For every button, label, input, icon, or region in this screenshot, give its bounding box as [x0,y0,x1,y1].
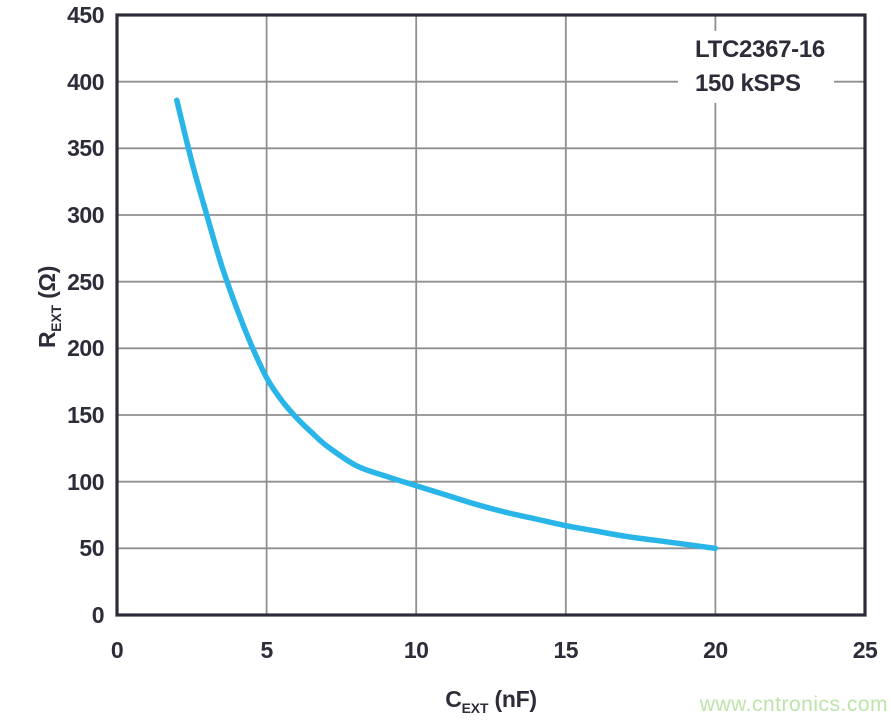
x-axis-symbol: C [445,686,462,713]
x-axis-subscript: EXT [461,700,489,716]
annotation-box: LTC2367-16 150 kSPS [678,31,834,103]
plot-frame [115,13,867,617]
y-tick-label-450: 450 [67,2,104,28]
y-tick-label-300: 300 [67,202,104,228]
y-tick-label-350: 350 [67,135,104,162]
y-tick-label-50: 50 [79,535,104,562]
x-axis-unit: (nF) [488,686,538,713]
x-tick-label-20: 20 [703,637,728,663]
sample-rate-label: 150 kSPS [695,70,801,97]
y-tick-label-150: 150 [67,402,104,428]
x-tick-label-15: 15 [553,637,579,663]
y-tick-label-0: 0 [91,602,105,628]
x-axis-title: CEXT (nF) [445,686,538,716]
x-tick-label-25: 25 [852,637,878,663]
y-tick-label-250: 250 [67,268,104,295]
x-tick-label-10: 10 [403,637,429,663]
watermark: www.cntronics.com [699,693,888,716]
y-axis-unit: (Ω) [34,265,61,305]
y-axis-title: REXT (Ω) [34,266,64,348]
x-tick-label-5: 5 [260,637,273,663]
x-tick-label-0: 0 [110,637,124,663]
data-curve [174,97,719,552]
part-number-label: LTC2367-16 [695,36,825,63]
y-axis-subscript: EXT [48,304,64,332]
y-tick-label-400: 400 [67,68,104,95]
y-axis-symbol: R [34,331,61,349]
y-tick-label-100: 100 [67,468,104,495]
y-tick-label-200: 200 [67,335,104,362]
